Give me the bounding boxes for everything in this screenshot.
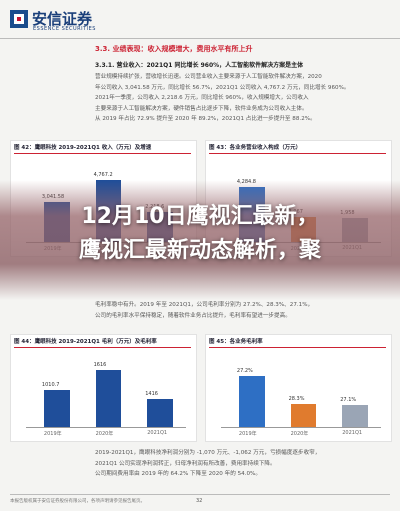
value-label: 1616 [93,361,107,368]
overlay-band [0,180,400,300]
axis-line [221,427,381,428]
paragraph: 营业规模持续扩张，营收增长迅速。公司营业收入主要来源于人工智能软件解决方案，20… [95,72,385,125]
bar [43,390,70,427]
figure-caption: 图 45：各业务毛利率 [209,337,386,348]
value-label: 27.1% [340,396,357,403]
paragraph: 毛利率稳中有升。2019 年至 2021Q1，公司毛利率分别为 27.2%、28… [95,300,385,321]
axis-label: 2020年 [95,431,114,437]
paragraph-line: 毛利率稳中有升。2019 年至 2021Q1，公司毛利率分别为 27.2%、28… [95,302,314,308]
axis-label: 2019年 [238,431,257,437]
value-label: 1416 [145,391,158,398]
paragraph-line: 公司期间费用率由 2019 年的 64.2% 下降至 2020 年的 54.0%… [95,471,261,477]
axis-label: 2021Q1 [342,430,363,436]
bar [95,369,122,427]
footer-rule [10,494,390,495]
value-label: 1010.7 [41,382,60,389]
axis-label: 2021Q1 [147,430,168,436]
paragraph-line: 公司的毛利率水平保持稳定，随着软件业务占比提升，毛利率有望进一步提高。 [95,312,291,319]
paragraph: 2019-2021Q1，鹰眼科技净利润分别为 -1,070 万元、-1,062 … [95,448,385,480]
bar [147,399,174,427]
logo-subtext: ESSENCE SECURITIES [33,26,96,32]
logo-text: 安信证券 [32,10,93,28]
logo-icon [10,10,28,28]
figure: 图 45：各业务毛利率 27.2% 2019年 28.3% 2020年 27.1% 2021… [205,334,392,442]
figure-caption: 图 44：鹰眼科技 2019-2021Q1 毛利（万元）及毛利率 [14,337,191,348]
paragraph-line: 2019-2021Q1，鹰眼科技净利润分别为 -1,070 万元、-1,062 … [95,450,321,456]
figure-caption: 图 42：鹰眼科技 2019-2021Q1 收入（万元）及增速 [14,143,191,154]
overlay-title: 12月10日鹰视汇最新， [81,204,319,229]
section-heading: 3.3. 业绩表现：收入规模增大，费用水平有所上升 [95,45,253,53]
axis-line [26,427,186,428]
paragraph-line: 年公司收入 3,041.58 万元，同比增长 56.7%，2021Q1 公司收入… [95,84,350,91]
paragraph-line: 营业规模持续扩张，营收增长迅速。公司营业收入主要来源于人工智能软件解决方案，20… [95,74,322,80]
value-label: 27.2% [236,368,253,375]
page-number: 32 [196,498,203,504]
footer-note: 本报告版权属于安信证券股份有限公司，各项声明请参见报告尾页。 [10,499,145,504]
figure: 图 44：鹰眼科技 2019-2021Q1 毛利（万元）及毛利率 1010.7 20… [10,334,197,442]
section-subheading: 3.3.1. 营业收入：2021Q1 同比增长 960%，人工智能软件解决方案是… [95,62,304,69]
value-label: 4,767.2 [93,172,113,178]
header: 安信证券 ESSENCE SECURITIES [0,0,400,39]
value-label: 28.3% [288,395,305,402]
bar [238,376,265,427]
paragraph-line: 2021Q1 公司实现净利润转正，归母净利润有所改善，费用率持续下降。 [95,460,276,467]
paragraph-line: 从 2019 年占比 72.9% 提升至 2020 年 89.2%，2021Q1… [95,116,316,122]
paragraph-line: 2021年一季度，公司收入 2,218.6 万元，同比增长 960%，收入规模增… [95,95,309,101]
bar [290,403,317,427]
axis-label: 2019年 [43,431,62,437]
axis-label: 2020年 [290,431,309,437]
bar [342,404,369,427]
paragraph-line: 主要来源于人工智能解决方案，硬件销售占比逐步下降，软件业务成为公司收入主体。 [95,105,308,112]
overlay-title: 鹰视汇最新动态解析，聚 [78,238,321,263]
figure-caption: 图 43：各业务营业收入构成（万元） [209,143,386,154]
